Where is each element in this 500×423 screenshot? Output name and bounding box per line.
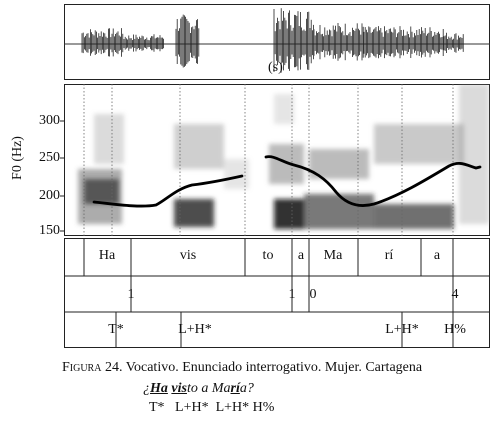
y-tick-300: 300 (39, 113, 60, 128)
f0-contour-1 (92, 174, 244, 208)
break-index-2: 1 (288, 287, 296, 302)
figure-caption: Figura 24. Vocativo. Enunciado interroga… (62, 360, 422, 376)
word-ri: rí (384, 248, 394, 263)
break-index-4: 4 (451, 287, 459, 302)
tone-t-star: T* (108, 322, 124, 337)
spectrogram-panel (64, 84, 490, 236)
tone-lh-2: L+H* (385, 322, 419, 337)
y-tick-150: 150 (39, 223, 60, 238)
break-index-1: 1 (127, 287, 135, 302)
example-sentence: ¿Ha visto a María? (143, 381, 254, 397)
break-index-3: 0 (309, 287, 317, 302)
word-a-final: a (433, 248, 441, 263)
word-vis: vis (179, 248, 197, 263)
y-axis-label: F0 (Hz) (10, 136, 25, 180)
example-open-q: ¿ (143, 381, 150, 396)
figure-label: Figura 24. (62, 360, 123, 375)
word-ha: Ha (98, 248, 116, 263)
word-a: a (297, 248, 305, 263)
example-ri: rí (230, 381, 240, 396)
tone-h-percent: H% (444, 322, 466, 337)
figure-text: Vocativo. Enunciado interrogativo. Mujer… (125, 360, 423, 375)
example-a-q: a? (239, 381, 254, 396)
tone-lh-1: L+H* (178, 322, 212, 337)
waveform-panel (64, 4, 490, 80)
y-axis-ticks (60, 120, 65, 232)
y-tick-250: 250 (39, 150, 60, 165)
spectrogram-energy (78, 84, 489, 229)
waveform-signal (81, 8, 464, 73)
waveform-marker: (s) (268, 60, 283, 75)
annotation-tiers (64, 238, 490, 348)
f0-contour-2 (264, 155, 482, 207)
word-to: to (262, 248, 274, 263)
boundary-lines (83, 84, 454, 236)
example-vis: vis (171, 381, 187, 396)
y-tick-200: 200 (39, 188, 60, 203)
example-to-a-ma: to a Ma (186, 381, 231, 396)
word-ma: Ma (323, 248, 343, 263)
example-ha: Ha (150, 381, 168, 396)
example-tones: T* L+H* L+H* H% (149, 400, 275, 415)
